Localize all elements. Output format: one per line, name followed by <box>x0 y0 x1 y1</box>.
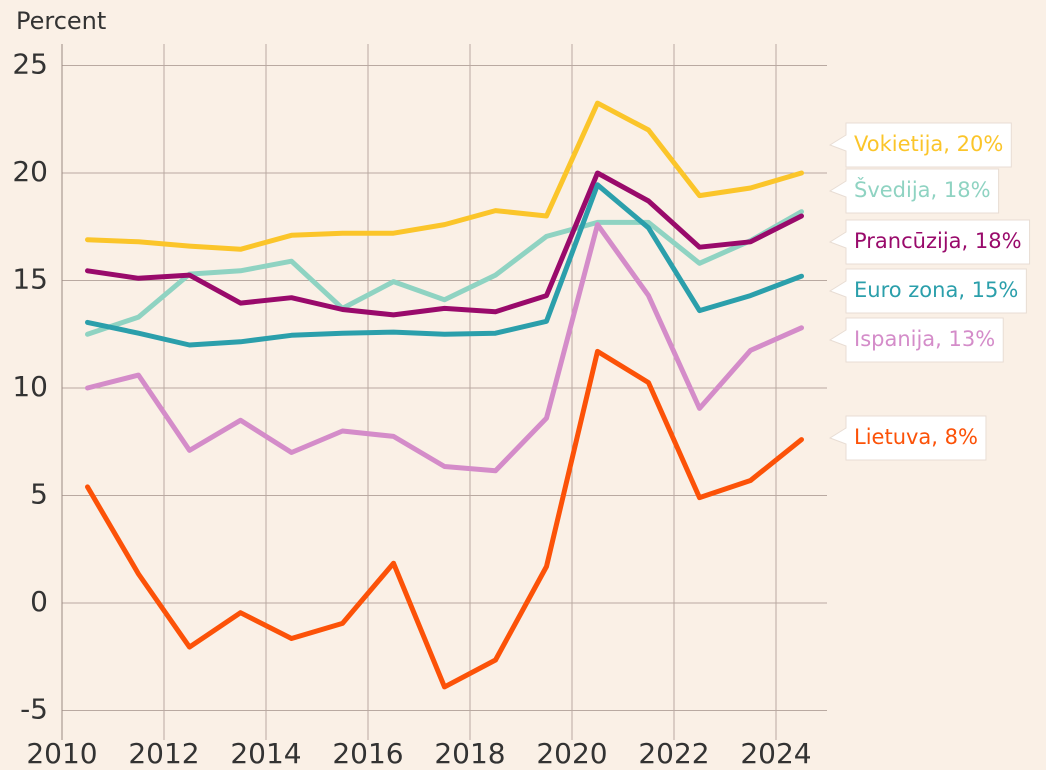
x-tick-label: 2010 <box>26 737 97 770</box>
legend-label: Lietuva, 8% <box>854 425 978 449</box>
series-label: Prancūzija, 18% <box>828 219 1031 265</box>
x-tick-label: 2018 <box>434 737 505 770</box>
series-label: Ispanija, 13% <box>828 317 1004 363</box>
legend-label: Švedija, 18% <box>854 177 991 202</box>
y-axis-label: Percent <box>16 7 106 35</box>
legend-label: Vokietija, 20% <box>854 132 1003 156</box>
series-label: Švedija, 18% <box>828 168 1000 214</box>
series-label: Euro zona, 15% <box>828 268 1027 314</box>
y-tick-label: 20 <box>12 155 48 188</box>
series-line <box>85 182 804 348</box>
x-tick-label: 2022 <box>638 737 709 770</box>
y-tick-label: 25 <box>12 48 48 81</box>
y-tick-label: 10 <box>12 370 48 403</box>
legend-label: Ispanija, 13% <box>854 327 995 351</box>
x-tick-label: 2012 <box>128 737 199 770</box>
x-tick-label: 2016 <box>332 737 403 770</box>
legend-label: Prancūzija, 18% <box>854 229 1022 253</box>
y-tick-label: 15 <box>12 263 48 296</box>
y-tick-label: 5 <box>30 478 48 511</box>
label-box <box>828 317 1004 363</box>
label-box <box>828 168 1000 214</box>
label-box <box>828 268 1027 314</box>
legend-label: Euro zona, 15% <box>854 278 1018 302</box>
x-tick-label: 2020 <box>536 737 607 770</box>
series-line <box>85 209 804 337</box>
x-tick-label: 2014 <box>230 737 301 770</box>
label-box <box>828 219 1031 265</box>
series-line <box>85 100 804 252</box>
series-label: Lietuva, 8% <box>828 415 987 461</box>
series-line <box>85 222 804 474</box>
label-box <box>828 415 987 461</box>
y-tick-label: -5 <box>20 693 48 726</box>
series-label: Vokietija, 20% <box>828 122 1012 168</box>
series-line <box>85 348 804 690</box>
x-tick-label: 2024 <box>740 737 811 770</box>
series-line <box>85 170 804 318</box>
label-box <box>828 122 1012 168</box>
y-tick-label: 0 <box>30 585 48 618</box>
